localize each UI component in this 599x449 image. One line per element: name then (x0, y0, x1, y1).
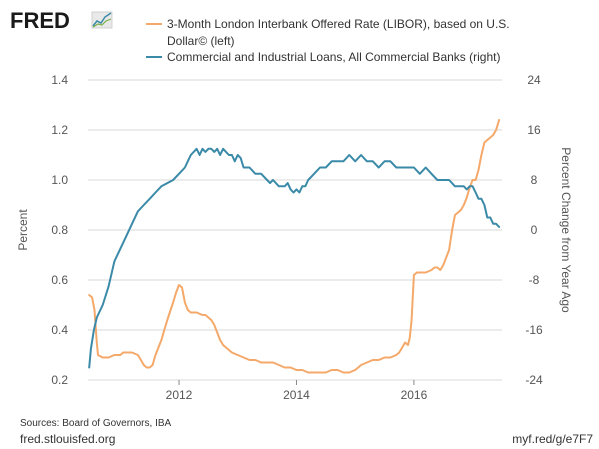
sources-note: Sources: Board of Governors, IBA (20, 418, 172, 429)
y-tick-label-left: 0.8 (51, 223, 68, 237)
y-tick-label-right: -8 (529, 273, 540, 287)
y-tick-label-left: 1.4 (51, 73, 68, 87)
series-line-ci-loans (88, 147, 501, 369)
legend-label-libor-line1: 3-Month London Interbank Offered Rate (L… (167, 17, 510, 31)
y-axis-left-title: Percent (16, 209, 30, 251)
x-tick-label: 2014 (283, 388, 310, 402)
y-tick-label-left: 1.2 (51, 123, 68, 137)
series-lines (88, 119, 501, 374)
y-tick-label-right: -24 (525, 373, 543, 387)
y-tick-label-right: 24 (527, 73, 541, 87)
fred-logo[interactable]: FRED (10, 8, 113, 33)
y-axis-right-ticks: -24 -16 -8 0 8 16 24 (525, 73, 543, 387)
site-link[interactable]: fred.stlouisfed.org (20, 432, 115, 446)
fred-logo-graph-icon (91, 11, 113, 29)
y-tick-label-right: 8 (531, 173, 538, 187)
x-axis-ticks: 2012 2014 2016 (166, 380, 428, 402)
y-axis-left-ticks: 0.2 0.4 0.6 0.8 1.0 1.2 1.4 (51, 73, 68, 387)
short-link[interactable]: myf.red/g/e7F7 (512, 432, 593, 446)
y-tick-label-left: 0.4 (51, 323, 68, 337)
legend-item-ci-loans[interactable]: Commercial and Industrial Loans, All Com… (146, 50, 500, 64)
y-tick-label-left: 0.6 (51, 273, 68, 287)
y-tick-label-right: 0 (531, 223, 538, 237)
legend: 3-Month London Interbank Offered Rate (L… (146, 17, 510, 64)
legend-label-ci-loans: Commercial and Industrial Loans, All Com… (167, 50, 500, 64)
fred-logo-text: FRED (10, 8, 70, 33)
legend-item-libor[interactable]: 3-Month London Interbank Offered Rate (L… (146, 17, 510, 48)
y-tick-label-left: 1.0 (51, 173, 68, 187)
x-tick-label: 2012 (166, 388, 193, 402)
y-tick-label-right: -16 (525, 323, 543, 337)
y-tick-label-left: 0.2 (51, 373, 68, 387)
legend-label-libor-line2: Dollar© (left) (167, 34, 235, 48)
gridlines (88, 79, 502, 381)
series-line-libor (88, 119, 501, 374)
x-tick-label: 2016 (401, 388, 428, 402)
y-tick-label-right: 16 (527, 123, 541, 137)
y-axis-right-title: Percent Change from Year Ago (559, 147, 573, 313)
